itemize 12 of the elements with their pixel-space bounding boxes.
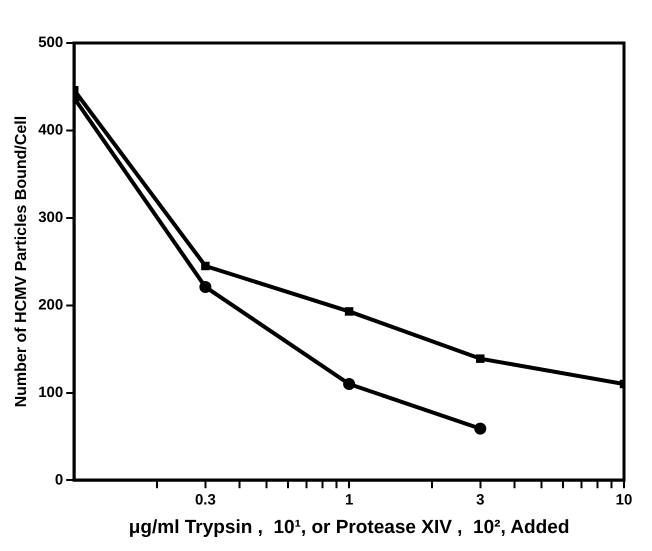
x-tick-label: 0.3	[194, 491, 216, 508]
y-axis-title: Number of HCMV Particles Bound/Cell	[13, 116, 30, 408]
y-tick-label: 500	[38, 34, 64, 52]
y-tick-label: 300	[38, 209, 64, 226]
y-tick-label: 400	[38, 122, 64, 139]
y-tick-label: 100	[38, 384, 64, 401]
x-tick-label: 1	[344, 491, 354, 508]
x-axis-title: μg/ml Trypsin , 10¹, or Protease XIV , 10², Added	[128, 516, 570, 538]
x-tick-label: 3	[476, 491, 484, 508]
y-tick-label: 0	[54, 471, 64, 488]
x-tick-label: 10	[616, 491, 632, 508]
y-tick-label: 200	[38, 296, 64, 314]
